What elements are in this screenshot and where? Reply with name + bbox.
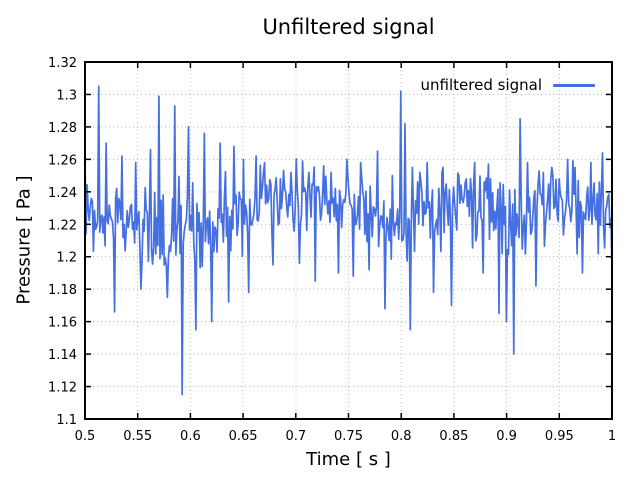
y-axis-label: Pressure [ Pa ] <box>13 175 35 305</box>
svg-text:0.6: 0.6 <box>180 429 201 444</box>
svg-text:0.85: 0.85 <box>439 429 468 444</box>
svg-text:1.32: 1.32 <box>48 56 77 71</box>
legend-line-sample <box>553 83 595 87</box>
svg-text:0.5: 0.5 <box>75 429 96 444</box>
svg-text:0.9: 0.9 <box>496 429 517 444</box>
svg-text:0.8: 0.8 <box>391 429 412 444</box>
svg-text:1.1: 1.1 <box>56 413 77 428</box>
svg-text:1.12: 1.12 <box>48 381 77 396</box>
legend-label: unfiltered signal <box>420 76 542 94</box>
svg-text:1.14: 1.14 <box>48 348 77 363</box>
svg-text:1.22: 1.22 <box>48 218 77 233</box>
svg-text:0.95: 0.95 <box>545 429 574 444</box>
svg-text:1.28: 1.28 <box>48 121 77 136</box>
svg-text:1.18: 1.18 <box>48 283 77 298</box>
svg-text:1: 1 <box>608 429 616 444</box>
x-axis-label: Time [ s ] <box>306 449 391 470</box>
svg-text:0.65: 0.65 <box>229 429 258 444</box>
legend: unfiltered signal <box>421 76 595 94</box>
svg-text:1.24: 1.24 <box>48 186 77 201</box>
svg-text:1.2: 1.2 <box>56 251 77 266</box>
svg-text:0.7: 0.7 <box>285 429 306 444</box>
svg-text:0.75: 0.75 <box>334 429 363 444</box>
svg-text:1.16: 1.16 <box>48 316 77 331</box>
svg-text:1.26: 1.26 <box>48 153 77 168</box>
chart-title: Unfiltered signal <box>262 15 435 39</box>
svg-text:0.55: 0.55 <box>123 429 152 444</box>
svg-text:1.3: 1.3 <box>56 88 77 103</box>
